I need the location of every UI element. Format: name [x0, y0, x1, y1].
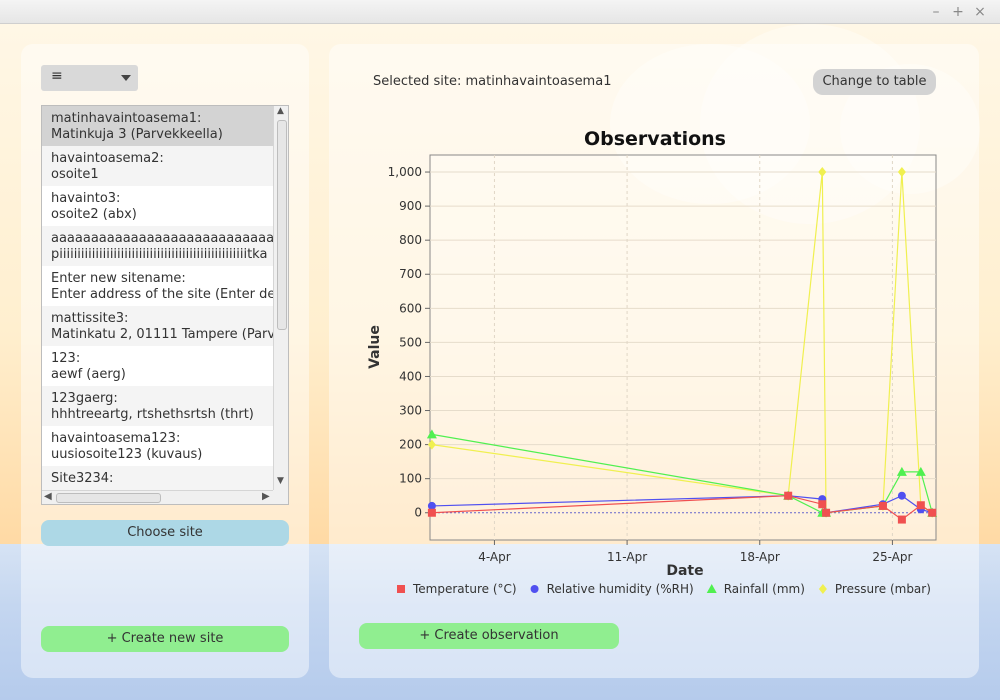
data-point — [426, 429, 437, 439]
x-tick-label: 11-Apr — [607, 550, 647, 564]
create-site-button[interactable]: + Create new site — [41, 626, 289, 652]
chevron-down-icon — [121, 75, 131, 81]
x-tick-label: 25-Apr — [872, 550, 912, 564]
list-item[interactable]: aaaaaaaaaaaaaaaaaaaaaaaaaaaaa piiiiiiiii… — [42, 226, 273, 266]
data-point — [897, 515, 906, 524]
y-tick-label: 200 — [399, 438, 422, 452]
data-point — [878, 501, 887, 510]
x-tick-label: 18-Apr — [740, 550, 780, 564]
data-point — [822, 508, 831, 517]
data-point — [530, 585, 539, 593]
legend-label: Rainfall (mm) — [724, 582, 805, 596]
chart-title: Observations — [584, 128, 726, 150]
scroll-left-icon[interactable]: ◀ — [44, 491, 52, 502]
y-tick-label: 400 — [399, 369, 422, 383]
create-observation-button[interactable]: + Create observation — [359, 623, 619, 649]
plot-area — [429, 154, 937, 541]
y-tick-label: 300 — [399, 404, 422, 418]
observations-chart: Observations Value Date 0 100 200 300 400 500… — [367, 128, 938, 596]
list-item[interactable]: 123gaerg: hhhtreeartg, rtshethsrtsh (thr… — [42, 386, 273, 426]
data-point — [427, 508, 436, 517]
window-titlebar: – + × — [0, 0, 1000, 24]
scroll-thumb[interactable] — [56, 493, 161, 503]
selected-site-label: Selected site: matinhavaintoasema1 — [373, 74, 612, 89]
list-item[interactable]: havainto3: osoite2 (abx) — [51, 191, 137, 222]
vertical-scrollbar[interactable]: ▲ ▼ — [273, 106, 288, 490]
observation-panel — [329, 44, 979, 678]
horizontal-scrollbar[interactable]: ◀ ▶ — [42, 490, 273, 504]
y-tick-label: 500 — [399, 335, 422, 349]
scroll-right-icon[interactable]: ▶ — [262, 491, 270, 502]
data-point — [915, 466, 926, 476]
hamburger-icon: ≡ — [51, 68, 63, 84]
legend-label: Relative humidity (%RH) — [547, 582, 694, 596]
list-item[interactable]: havaintoasema2: osoite1 — [42, 146, 273, 186]
y-tick-label: 0 — [414, 506, 422, 520]
y-tick-label: 600 — [399, 301, 422, 315]
data-point — [916, 501, 925, 510]
data-point — [427, 501, 436, 510]
y-tick-label: 100 — [399, 472, 422, 486]
data-point — [818, 500, 827, 509]
y-tick-label: 900 — [399, 199, 422, 213]
list-item[interactable]: havaintoasema123: uusiosoite123 (kuvaus) — [51, 431, 203, 462]
choose-site-button[interactable]: Choose site — [41, 520, 289, 546]
scroll-up-icon[interactable]: ▲ — [277, 106, 284, 116]
list-item[interactable]: 123: aewf (aerg) — [51, 351, 126, 382]
x-axis-label: Date — [666, 563, 703, 579]
site-list[interactable]: matinhavaintoasema1: Matinkuja 3 (Parvek… — [41, 105, 289, 505]
legend-label: Pressure (mbar) — [835, 582, 931, 596]
x-tick-label: 4-Apr — [478, 550, 511, 564]
scroll-thumb[interactable] — [277, 120, 287, 330]
legend-item: Pressure (mbar) — [818, 582, 931, 596]
data-point — [784, 491, 793, 500]
maximize-icon[interactable]: + — [952, 4, 964, 20]
y-axis-label: Value — [367, 325, 383, 369]
change-to-table-button[interactable]: Change to table — [813, 69, 936, 95]
list-item[interactable]: mattissite3: Matinkatu 2, 01111 Tampere … — [42, 306, 273, 346]
close-icon[interactable]: × — [974, 4, 986, 20]
legend-item: Temperature (°C) — [397, 582, 517, 596]
y-tick-label: 800 — [399, 233, 422, 247]
data-point — [897, 167, 906, 178]
menu-dropdown[interactable]: ≡ — [41, 65, 138, 91]
y-tick-label: 700 — [399, 267, 422, 281]
scroll-corner — [273, 490, 288, 504]
background — [0, 24, 1000, 700]
minimize-icon[interactable]: – — [932, 4, 940, 20]
data-point — [397, 585, 405, 593]
y-tick-label: 1,000 — [388, 165, 422, 179]
data-point — [706, 584, 717, 593]
legend-item: Relative humidity (%RH) — [530, 582, 694, 596]
list-item[interactable]: matinhavaintoasema1: Matinkuja 3 (Parvek… — [42, 106, 273, 146]
data-point — [818, 584, 827, 594]
data-point — [818, 167, 827, 178]
data-point — [928, 508, 937, 517]
legend-item: Rainfall (mm) — [706, 582, 805, 596]
list-item[interactable]: Enter new sitename: Enter address of the… — [51, 271, 273, 302]
data-point — [896, 466, 907, 476]
data-point — [897, 491, 906, 500]
legend-label: Temperature (°C) — [412, 582, 517, 596]
scroll-down-icon[interactable]: ▼ — [277, 476, 284, 486]
data-point — [427, 439, 436, 450]
